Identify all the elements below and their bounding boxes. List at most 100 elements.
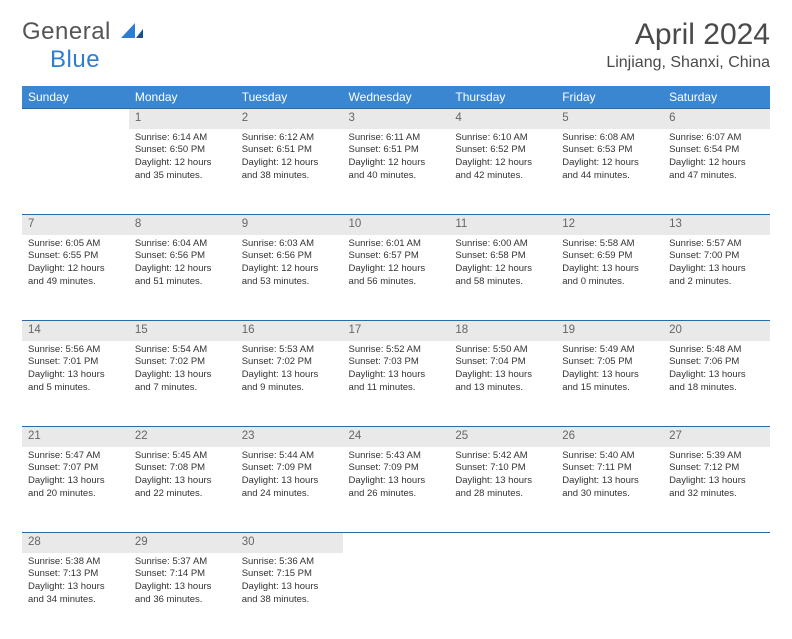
sunrise-text: Sunrise: 5:47 AM bbox=[28, 450, 123, 463]
day-number: 6 bbox=[663, 109, 770, 129]
day-cell: Sunrise: 6:03 AMSunset: 6:56 PMDaylight:… bbox=[236, 235, 343, 321]
day-number: 18 bbox=[449, 321, 556, 341]
day-body-row: Sunrise: 6:14 AMSunset: 6:50 PMDaylight:… bbox=[22, 129, 770, 215]
daylight-text: Daylight: 12 hours and 40 minutes. bbox=[349, 157, 444, 183]
sunrise-text: Sunrise: 6:04 AM bbox=[135, 238, 230, 251]
daylight-text: Daylight: 12 hours and 58 minutes. bbox=[455, 263, 550, 289]
day-number: 13 bbox=[663, 215, 770, 235]
day-cell: Sunrise: 6:05 AMSunset: 6:55 PMDaylight:… bbox=[22, 235, 129, 321]
sunrise-text: Sunrise: 5:40 AM bbox=[562, 450, 657, 463]
day-cell: Sunrise: 6:10 AMSunset: 6:52 PMDaylight:… bbox=[449, 129, 556, 215]
daylight-text: Daylight: 12 hours and 47 minutes. bbox=[669, 157, 764, 183]
day-number: 17 bbox=[343, 321, 450, 341]
sunset-text: Sunset: 7:01 PM bbox=[28, 356, 123, 369]
day-number: 12 bbox=[556, 215, 663, 235]
day-cell: Sunrise: 5:44 AMSunset: 7:09 PMDaylight:… bbox=[236, 447, 343, 533]
sunset-text: Sunset: 7:09 PM bbox=[349, 462, 444, 475]
day-number: 22 bbox=[129, 427, 236, 447]
day-cell: Sunrise: 5:42 AMSunset: 7:10 PMDaylight:… bbox=[449, 447, 556, 533]
day-number: 21 bbox=[22, 427, 129, 447]
sunset-text: Sunset: 6:54 PM bbox=[669, 144, 764, 157]
day-number: 19 bbox=[556, 321, 663, 341]
sunrise-text: Sunrise: 5:38 AM bbox=[28, 556, 123, 569]
sunset-text: Sunset: 7:07 PM bbox=[28, 462, 123, 475]
day-number-empty bbox=[556, 533, 663, 553]
day-number: 4 bbox=[449, 109, 556, 129]
day-number: 16 bbox=[236, 321, 343, 341]
sunset-text: Sunset: 6:53 PM bbox=[562, 144, 657, 157]
day-number: 11 bbox=[449, 215, 556, 235]
daylight-text: Daylight: 13 hours and 22 minutes. bbox=[135, 475, 230, 501]
day-cell: Sunrise: 6:11 AMSunset: 6:51 PMDaylight:… bbox=[343, 129, 450, 215]
weekday-header: Sunday bbox=[22, 86, 129, 109]
day-number: 14 bbox=[22, 321, 129, 341]
title-block: April 2024 Linjiang, Shanxi, China bbox=[606, 18, 770, 72]
daylight-text: Daylight: 12 hours and 35 minutes. bbox=[135, 157, 230, 183]
sunrise-text: Sunrise: 6:12 AM bbox=[242, 132, 337, 145]
daylight-text: Daylight: 13 hours and 13 minutes. bbox=[455, 369, 550, 395]
day-cell: Sunrise: 5:39 AMSunset: 7:12 PMDaylight:… bbox=[663, 447, 770, 533]
daylight-text: Daylight: 12 hours and 51 minutes. bbox=[135, 263, 230, 289]
day-number-empty bbox=[343, 533, 450, 553]
calendar-table: Sunday Monday Tuesday Wednesday Thursday… bbox=[22, 86, 770, 639]
sunrise-text: Sunrise: 5:42 AM bbox=[455, 450, 550, 463]
sunset-text: Sunset: 6:57 PM bbox=[349, 250, 444, 263]
weekday-header: Tuesday bbox=[236, 86, 343, 109]
daylight-text: Daylight: 12 hours and 44 minutes. bbox=[562, 157, 657, 183]
sunset-text: Sunset: 6:51 PM bbox=[242, 144, 337, 157]
day-body-row: Sunrise: 5:56 AMSunset: 7:01 PM Daylight:… bbox=[22, 341, 770, 427]
sunset-text: Sunset: 7:09 PM bbox=[242, 462, 337, 475]
sunrise-text: Sunrise: 6:14 AM bbox=[135, 132, 230, 145]
day-body-row: Sunrise: 5:38 AMSunset: 7:13 PMDaylight:… bbox=[22, 553, 770, 639]
day-cell: Sunrise: 5:53 AMSunset: 7:02 PMDaylight:… bbox=[236, 341, 343, 427]
sunrise-text: Sunrise: 5:50 AM bbox=[455, 344, 550, 357]
day-cell: Sunrise: 5:57 AMSunset: 7:00 PMDaylight:… bbox=[663, 235, 770, 321]
daylight-text: Daylight: 12 hours and 42 minutes. bbox=[455, 157, 550, 183]
sunset-text: Sunset: 7:13 PM bbox=[28, 568, 123, 581]
day-number-empty bbox=[663, 533, 770, 553]
day-cell: Sunrise: 5:52 AMSunset: 7:03 PMDaylight:… bbox=[343, 341, 450, 427]
sunset-text: Sunset: 6:51 PM bbox=[349, 144, 444, 157]
logo-text-blue: Blue bbox=[50, 46, 100, 73]
sunrise-text: Sunrise: 5:37 AM bbox=[135, 556, 230, 569]
sunrise-text: Sunrise: 5:56 AM bbox=[28, 344, 123, 357]
sunrise-text: Sunrise: 5:49 AM bbox=[562, 344, 657, 357]
daylight-text: Daylight: 13 hours and 9 minutes. bbox=[242, 369, 337, 395]
day-number: 24 bbox=[343, 427, 450, 447]
day-cell: Sunrise: 6:14 AMSunset: 6:50 PMDaylight:… bbox=[129, 129, 236, 215]
daylight-text: Daylight: 13 hours and 30 minutes. bbox=[562, 475, 657, 501]
day-cell: Sunrise: 5:50 AMSunset: 7:04 PMDaylight:… bbox=[449, 341, 556, 427]
sunrise-text: Sunrise: 5:52 AM bbox=[349, 344, 444, 357]
day-number: 7 bbox=[22, 215, 129, 235]
daylight-text: Daylight: 13 hours and 20 minutes. bbox=[28, 475, 123, 501]
month-title: April 2024 bbox=[606, 18, 770, 52]
weekday-header-row: Sunday Monday Tuesday Wednesday Thursday… bbox=[22, 86, 770, 109]
weekday-header: Saturday bbox=[663, 86, 770, 109]
sunrise-text: Sunrise: 5:36 AM bbox=[242, 556, 337, 569]
sunset-text: Sunset: 7:10 PM bbox=[455, 462, 550, 475]
sunrise-text: Sunrise: 6:05 AM bbox=[28, 238, 123, 251]
day-cell: Sunrise: 5:43 AMSunset: 7:09 PMDaylight:… bbox=[343, 447, 450, 533]
daylight-text: Daylight: 13 hours and 18 minutes. bbox=[669, 369, 764, 395]
day-cell: Sunrise: 6:04 AMSunset: 6:56 PMDaylight:… bbox=[129, 235, 236, 321]
day-cell: Sunrise: 6:07 AMSunset: 6:54 PMDaylight:… bbox=[663, 129, 770, 215]
sunrise-text: Sunrise: 6:03 AM bbox=[242, 238, 337, 251]
day-number: 27 bbox=[663, 427, 770, 447]
day-number: 5 bbox=[556, 109, 663, 129]
day-number-row: 282930 bbox=[22, 533, 770, 553]
day-cell: Sunrise: 5:47 AMSunset: 7:07 PMDaylight:… bbox=[22, 447, 129, 533]
daylight-text: Daylight: 13 hours and 11 minutes. bbox=[349, 369, 444, 395]
day-number: 25 bbox=[449, 427, 556, 447]
sunrise-text: Sunrise: 5:45 AM bbox=[135, 450, 230, 463]
sunset-text: Sunset: 6:59 PM bbox=[562, 250, 657, 263]
sunrise-text: Sunrise: 5:53 AM bbox=[242, 344, 337, 357]
weekday-header: Monday bbox=[129, 86, 236, 109]
day-number: 30 bbox=[236, 533, 343, 553]
day-cell: Sunrise: 5:45 AMSunset: 7:08 PMDaylight:… bbox=[129, 447, 236, 533]
sunset-text: Sunset: 7:05 PM bbox=[562, 356, 657, 369]
daylight-text: Daylight: 13 hours and 15 minutes. bbox=[562, 369, 657, 395]
sunrise-text: Sunrise: 6:00 AM bbox=[455, 238, 550, 251]
daylight-text: Daylight: 13 hours and 34 minutes. bbox=[28, 581, 123, 607]
sunrise-text: Sunrise: 5:57 AM bbox=[669, 238, 764, 251]
sunrise-text: Sunrise: 5:43 AM bbox=[349, 450, 444, 463]
